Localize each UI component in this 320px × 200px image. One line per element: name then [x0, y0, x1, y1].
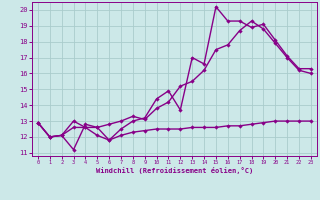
X-axis label: Windchill (Refroidissement éolien,°C): Windchill (Refroidissement éolien,°C) — [96, 167, 253, 174]
